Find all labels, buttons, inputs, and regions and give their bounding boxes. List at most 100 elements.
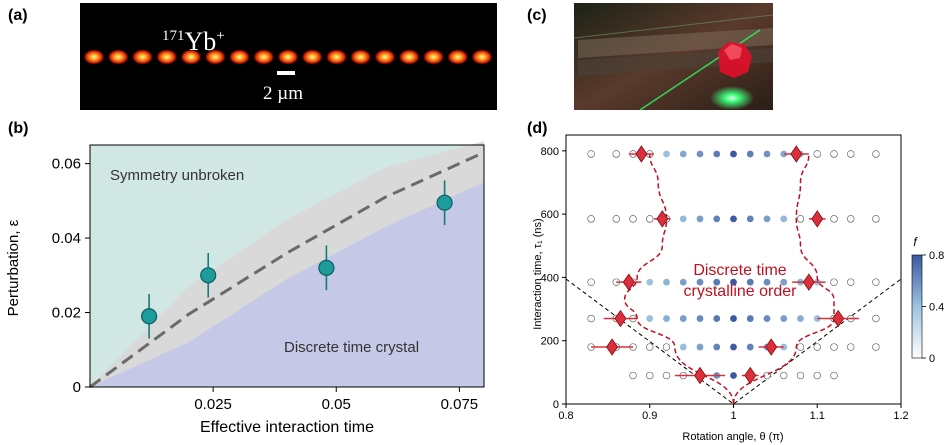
data-point [141, 293, 158, 339]
x-tick-label: 0.025 [194, 396, 232, 413]
measurement-marker [746, 343, 754, 351]
measurement-marker [830, 215, 838, 223]
measurement-marker [730, 150, 737, 158]
y-tick-label: 0.04 [52, 230, 81, 247]
measurement-marker [713, 215, 721, 223]
diamond-marker [635, 145, 648, 163]
region-label-unbroken: Symmetry unbroken [110, 167, 244, 184]
uncertainty-band [90, 141, 484, 387]
measurement-marker [646, 278, 654, 286]
measurement-marker [713, 150, 721, 158]
measurement-marker [730, 343, 737, 351]
measurement-marker [679, 315, 687, 322]
measurement-marker [679, 343, 687, 351]
diamond-marker [802, 273, 815, 291]
measurement-marker [696, 315, 704, 322]
measurement-marker [713, 315, 721, 322]
diamond-marker [606, 338, 619, 356]
measurement-marker [587, 314, 595, 323]
measurement-marker [730, 315, 737, 322]
measurement-marker [629, 371, 637, 380]
measurement-marker [780, 215, 788, 223]
diamond-point [783, 145, 809, 163]
scale-bar [277, 71, 295, 75]
y-tick-label: 800 [541, 146, 559, 158]
ion-spot [228, 49, 251, 65]
chart-b-ylabel: Perturbation, ε [5, 219, 22, 316]
ion-spot [301, 49, 324, 65]
measurement-marker [847, 150, 855, 158]
measurement-marker [730, 215, 737, 223]
measurement-marker [746, 215, 754, 223]
measurement-marker [629, 215, 637, 223]
diamond-point [792, 273, 826, 291]
chart-b-frame [89, 144, 485, 388]
measurement-marker [796, 371, 805, 380]
ion-spot [83, 49, 105, 65]
measurement-marker [730, 278, 737, 286]
diamond-marker [765, 338, 778, 356]
measurement-marker [646, 315, 654, 322]
measurement-marker [780, 315, 788, 322]
phase-boundary-line [89, 151, 485, 389]
measurement-marker [679, 215, 687, 223]
data-marker [436, 194, 453, 211]
ion-spot [374, 49, 396, 65]
measurement-marker [872, 314, 880, 323]
x-tick-label: 0.075 [441, 396, 479, 413]
measurement-marker [696, 343, 704, 351]
measurement-marker [612, 215, 620, 223]
ion-spot [422, 49, 445, 65]
laser-glow [710, 86, 754, 110]
measurement-marker [763, 150, 771, 158]
chart-b-xlabel: Effective interaction time [200, 419, 374, 436]
ion-spot [277, 49, 299, 65]
ion-spot [325, 49, 348, 65]
ion-spot [204, 49, 227, 65]
measurement-marker [713, 343, 721, 351]
measurement-marker [872, 215, 880, 223]
ion-label: 171Yb+ [162, 27, 225, 56]
measurement-marker [763, 315, 771, 322]
measurement-marker [780, 278, 788, 286]
measurement-marker [813, 150, 821, 158]
laser-beam [639, 29, 761, 111]
y-tick-label: 0 [73, 379, 81, 396]
ion-spot [398, 49, 421, 65]
trap-electrode [578, 28, 773, 58]
colorbar-tick-label: 0.8 [929, 250, 944, 262]
trap-photo [573, 3, 774, 111]
chart-d: 0.8 0.9 1 1.1 1.2 0 200 400 600 800 Discrete time… [532, 134, 944, 443]
ion-spot [131, 49, 154, 65]
x-tick-label: 0.9 [642, 410, 657, 422]
colorbar [911, 254, 923, 359]
diamond-point [741, 366, 759, 385]
data-point [200, 252, 217, 298]
measurement-marker [679, 278, 687, 286]
y-tick-label: 0.06 [52, 156, 81, 173]
diamond-point [628, 145, 654, 163]
chart-b: 0.025 0.05 0.075 0 0.02 0.04 0.06 Symmetry unb… [5, 141, 485, 436]
measurement-marker [646, 215, 654, 223]
y-tick-label: 600 [541, 209, 559, 221]
diamond-marker [790, 145, 803, 163]
ion-spot [446, 49, 469, 65]
diamond-marker [744, 366, 757, 385]
chart-d-ylabel: Interaction time, τ₁ (ns) [532, 218, 544, 329]
y-tick-label: 0.02 [52, 305, 81, 322]
measurement-marker [662, 343, 671, 351]
ion-spot [107, 49, 130, 65]
colorbar-tick-label: 0.4 [929, 302, 944, 314]
ion-spot [180, 49, 202, 65]
measurement-marker [663, 150, 670, 158]
x-tick-label: 1.2 [893, 410, 908, 422]
measurement-marker [696, 150, 704, 158]
measurement-marker [830, 343, 838, 351]
panel-label-b: (b) [8, 120, 28, 137]
data-marker [200, 267, 217, 284]
colorbar-tick-label: 0 [929, 353, 935, 365]
chart-d-xlabel: Rotation angle, θ (π) [682, 431, 783, 443]
ion-spot [252, 49, 275, 65]
diamond-point [808, 210, 826, 228]
